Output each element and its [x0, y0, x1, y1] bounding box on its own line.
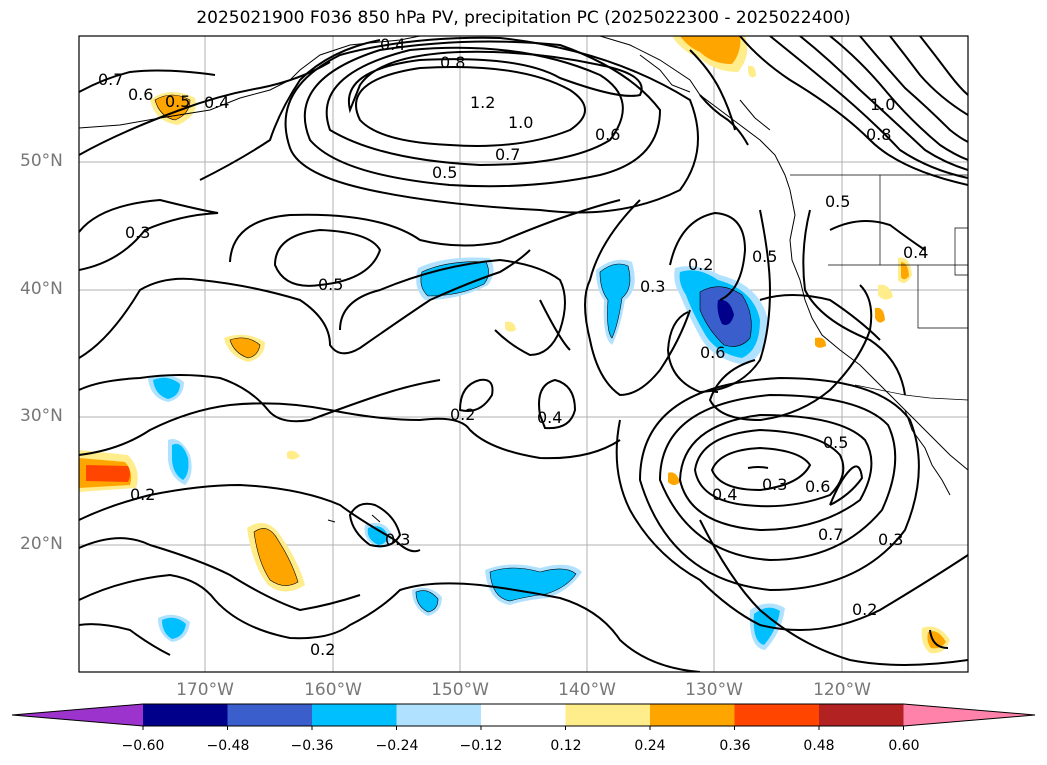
- svg-text:1.0: 1.0: [508, 113, 533, 132]
- lat-label-20n: 20°N: [20, 534, 63, 554]
- lon-label-160w: 160°W: [304, 680, 362, 700]
- svg-text:0.5: 0.5: [165, 92, 190, 111]
- colorbar-extend-high: [903, 704, 1035, 726]
- precip-positive-shading: [79, 36, 950, 654]
- svg-text:0.6: 0.6: [595, 125, 620, 144]
- colorbar-segment: [396, 704, 481, 726]
- svg-text:0.8: 0.8: [440, 53, 465, 72]
- gridlines: [79, 36, 968, 672]
- colorbar-segment: [650, 704, 735, 726]
- svg-text:0.2: 0.2: [310, 640, 335, 659]
- svg-text:0.2: 0.2: [450, 405, 475, 424]
- svg-text:0.7: 0.7: [818, 525, 843, 544]
- pv-contours: [79, 36, 968, 672]
- svg-text:0.4: 0.4: [903, 243, 928, 262]
- svg-text:0.3: 0.3: [878, 530, 903, 549]
- lon-label-150w: 150°W: [431, 680, 489, 700]
- svg-text:0.3: 0.3: [762, 475, 787, 494]
- map-title: 2025021900 F036 850 hPa PV, precipitatio…: [196, 8, 851, 28]
- lat-label-40n: 40°N: [20, 279, 63, 299]
- svg-text:0.8: 0.8: [866, 125, 891, 144]
- svg-text:0.6: 0.6: [805, 477, 830, 496]
- svg-text:0.3: 0.3: [640, 277, 665, 296]
- svg-text:0.6: 0.6: [128, 85, 153, 104]
- borders: [790, 174, 968, 401]
- svg-text:0.3: 0.3: [385, 530, 410, 549]
- lon-label-130w: 130°W: [685, 680, 743, 700]
- lon-label-120w: 120°W: [813, 680, 871, 700]
- svg-text:0.6: 0.6: [700, 343, 725, 362]
- svg-text:0.5: 0.5: [752, 247, 777, 266]
- contour-labels: 0.7 0.6 0.5 0.4 0.4 0.8 1.2 1.0 0.7 0.6 …: [98, 35, 928, 659]
- colorbar-extend-low: [12, 704, 143, 726]
- precip-negative-shading: [148, 257, 785, 650]
- svg-text:0.5: 0.5: [825, 192, 850, 211]
- colorbar: [11, 703, 1036, 730]
- colorbar-tick-label: 0.12: [550, 738, 582, 754]
- colorbar-tick-label: −0.48: [206, 738, 250, 754]
- colorbar-tick-label: 0.48: [803, 738, 835, 754]
- colorbar-tick-label: −0.12: [459, 738, 503, 754]
- lat-label-30n: 30°N: [20, 406, 63, 426]
- svg-text:1.2: 1.2: [470, 93, 495, 112]
- svg-text:0.7: 0.7: [495, 145, 520, 164]
- colorbar-segment: [227, 704, 312, 726]
- colorbar-segment: [565, 704, 650, 726]
- colorbar-tick-label: 0.36: [719, 738, 751, 754]
- svg-text:0.4: 0.4: [712, 485, 737, 504]
- colorbar-tick-label: 0.60: [888, 738, 920, 754]
- colorbar-segment: [312, 704, 397, 726]
- svg-text:0.5: 0.5: [823, 433, 848, 452]
- svg-text:0.2: 0.2: [688, 255, 713, 274]
- svg-text:1.0: 1.0: [870, 95, 895, 114]
- svg-text:0.7: 0.7: [98, 70, 123, 89]
- precip-outline: [154, 94, 752, 613]
- lat-label-50n: 50°N: [20, 151, 63, 171]
- colorbar-segment: [481, 704, 566, 726]
- lon-label-140w: 140°W: [558, 680, 616, 700]
- colorbar-segment: [143, 704, 228, 726]
- svg-text:0.3: 0.3: [125, 223, 150, 242]
- svg-text:0.4: 0.4: [537, 408, 562, 427]
- colorbar-segment: [819, 704, 904, 726]
- svg-text:0.4: 0.4: [380, 35, 405, 54]
- colorbar-segment: [734, 704, 819, 726]
- colorbar-tick-label: 0.24: [634, 738, 666, 754]
- lon-label-170w: 170°W: [176, 680, 234, 700]
- map-frame: [78, 35, 969, 673]
- svg-text:0.2: 0.2: [130, 485, 155, 504]
- colorbar-tick-label: −0.24: [375, 738, 419, 754]
- svg-text:0.4: 0.4: [204, 93, 229, 112]
- svg-text:0.5: 0.5: [318, 275, 343, 294]
- svg-text:0.5: 0.5: [432, 163, 457, 182]
- colorbar-tick-label: −0.60: [121, 738, 165, 754]
- svg-text:0.2: 0.2: [852, 600, 877, 619]
- colorbar-tick-label: −0.36: [290, 738, 334, 754]
